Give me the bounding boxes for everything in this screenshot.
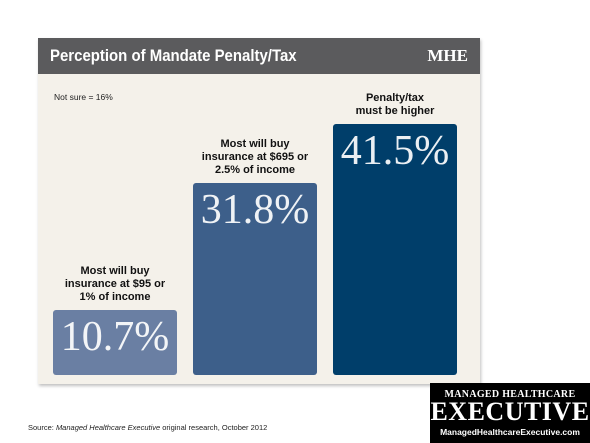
bar-1: 10.7% <box>53 310 177 375</box>
source-publication: Managed Healthcare Executive <box>55 423 161 432</box>
brand-logo: MANAGED HEALTHCARE EXECUTIVE ManagedHeal… <box>430 383 590 443</box>
chart-title: Perception of Mandate Penalty/Tax <box>50 46 297 65</box>
source-suffix: original research, October 2012 <box>160 423 268 432</box>
bar-value-label: 10.7% <box>60 314 170 361</box>
not-sure-note: Not sure = 16% <box>54 92 113 102</box>
bar-3: 41.5% <box>333 123 457 375</box>
category-label: Penalty/tax must be higher <box>355 91 435 117</box>
category-label: Most will buy insurance at $95 or 1% of … <box>64 265 166 304</box>
bar-value-label: 31.8% <box>200 186 310 233</box>
brand-tagline: MANAGED HEALTHCARE <box>444 389 576 400</box>
source-prefix: Source: <box>28 423 56 432</box>
title-bar: Perception of Mandate Penalty/Tax MHE <box>38 38 480 74</box>
bar-2: 31.8% <box>193 182 317 375</box>
mhe-logo: MHE <box>427 46 468 65</box>
brand-name: EXECUTIVE <box>430 397 590 426</box>
source-note: Source: Managed Healthcare Executive ori… <box>28 423 267 432</box>
bar-value-label: 41.5% <box>340 127 450 174</box>
brand-url: ManagedHealthcareExecutive.com <box>440 427 580 437</box>
category-label: Most will buy insurance at $695 or 2.5% … <box>201 137 309 176</box>
